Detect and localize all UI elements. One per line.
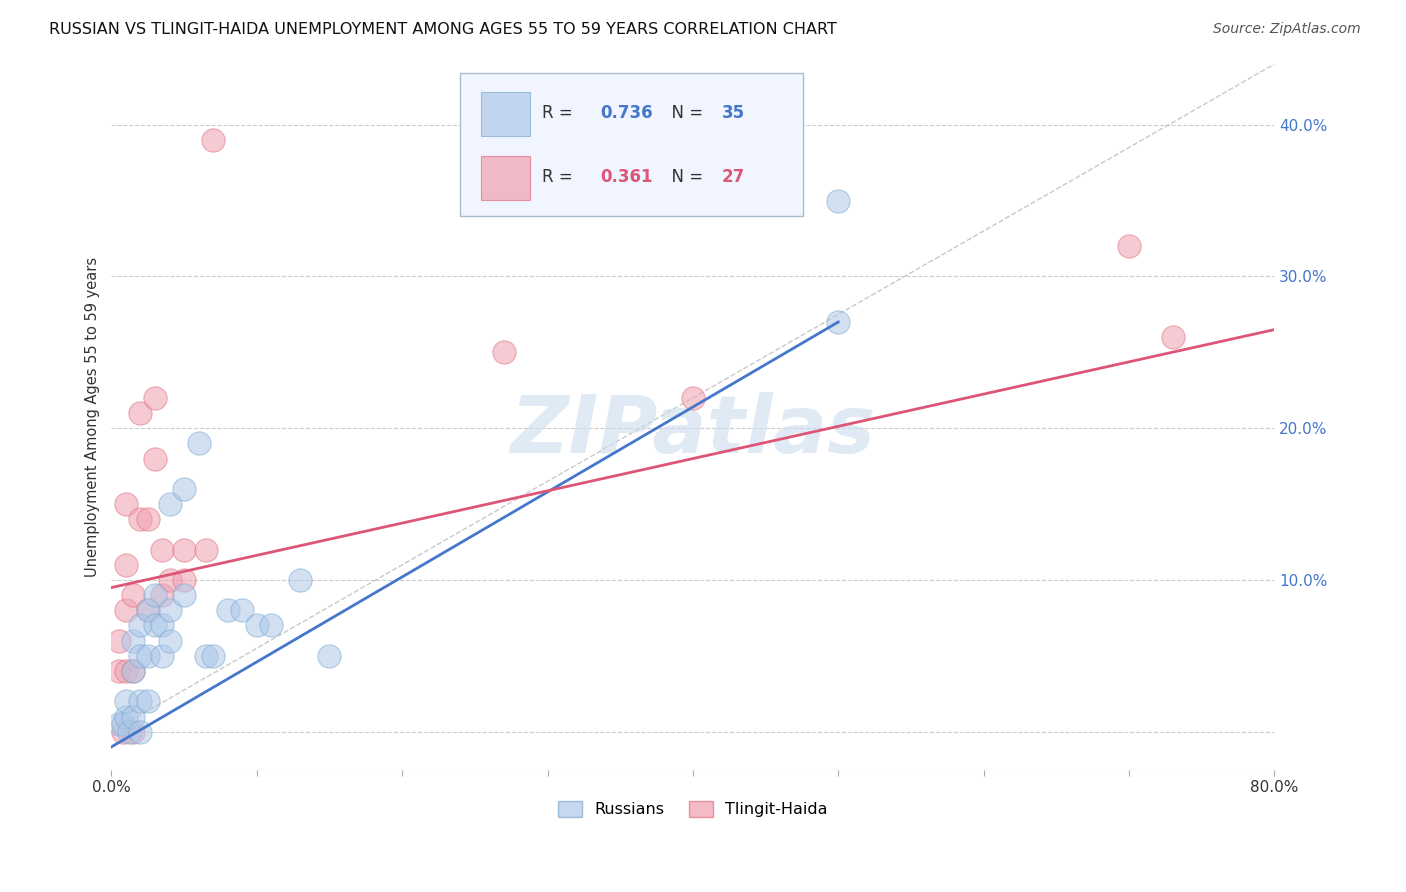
Text: N =: N = <box>661 168 709 186</box>
Point <box>827 194 849 208</box>
Point <box>194 542 217 557</box>
Point <box>143 588 166 602</box>
Point <box>112 724 135 739</box>
Point <box>682 391 704 405</box>
Text: R =: R = <box>541 168 578 186</box>
Point <box>129 512 152 526</box>
Text: R =: R = <box>541 104 578 122</box>
Point <box>173 542 195 557</box>
Point <box>150 588 173 602</box>
Point <box>246 618 269 632</box>
FancyBboxPatch shape <box>460 73 803 216</box>
Point <box>129 694 152 708</box>
Point <box>143 451 166 466</box>
Point <box>217 603 239 617</box>
Point <box>122 709 145 723</box>
Point <box>122 588 145 602</box>
Point <box>173 588 195 602</box>
Point <box>115 709 138 723</box>
Text: 27: 27 <box>721 168 745 186</box>
Text: 0.361: 0.361 <box>600 168 652 186</box>
Point <box>115 497 138 511</box>
Point <box>173 482 195 496</box>
Point <box>122 664 145 678</box>
Point <box>115 603 138 617</box>
Point <box>115 558 138 572</box>
Point <box>112 717 135 731</box>
Point <box>136 512 159 526</box>
Point <box>136 648 159 663</box>
Point <box>492 345 515 359</box>
Text: Source: ZipAtlas.com: Source: ZipAtlas.com <box>1213 22 1361 37</box>
Point <box>231 603 253 617</box>
Y-axis label: Unemployment Among Ages 55 to 59 years: Unemployment Among Ages 55 to 59 years <box>86 257 100 577</box>
Point <box>150 648 173 663</box>
Point <box>150 618 173 632</box>
Point <box>136 603 159 617</box>
Point <box>150 542 173 557</box>
Point <box>107 664 129 678</box>
Point <box>115 694 138 708</box>
Point <box>115 664 138 678</box>
Text: 35: 35 <box>721 104 745 122</box>
Point <box>129 406 152 420</box>
Point <box>290 573 312 587</box>
Point <box>159 603 181 617</box>
Point <box>122 664 145 678</box>
Text: RUSSIAN VS TLINGIT-HAIDA UNEMPLOYMENT AMONG AGES 55 TO 59 YEARS CORRELATION CHAR: RUSSIAN VS TLINGIT-HAIDA UNEMPLOYMENT AM… <box>49 22 837 37</box>
Text: N =: N = <box>661 104 709 122</box>
Point <box>129 648 152 663</box>
Point <box>159 633 181 648</box>
Point <box>318 648 340 663</box>
Text: 0.736: 0.736 <box>600 104 652 122</box>
Point <box>118 724 141 739</box>
Point <box>136 694 159 708</box>
FancyBboxPatch shape <box>481 92 530 136</box>
Point <box>122 724 145 739</box>
Point <box>260 618 283 632</box>
Point <box>107 633 129 648</box>
FancyBboxPatch shape <box>481 156 530 200</box>
Point <box>194 648 217 663</box>
Point <box>143 391 166 405</box>
Point <box>202 133 225 147</box>
Point <box>143 618 166 632</box>
Point <box>827 315 849 329</box>
Point <box>187 436 209 450</box>
Point <box>129 618 152 632</box>
Point <box>136 603 159 617</box>
Text: ZIPatlas: ZIPatlas <box>510 392 876 470</box>
Point <box>159 573 181 587</box>
Point <box>1161 330 1184 344</box>
Point <box>173 573 195 587</box>
Point <box>129 724 152 739</box>
Point <box>1118 239 1140 253</box>
Point <box>202 648 225 663</box>
Point <box>122 633 145 648</box>
Legend: Russians, Tlingit-Haida: Russians, Tlingit-Haida <box>550 793 835 825</box>
Point <box>159 497 181 511</box>
Point <box>107 717 129 731</box>
